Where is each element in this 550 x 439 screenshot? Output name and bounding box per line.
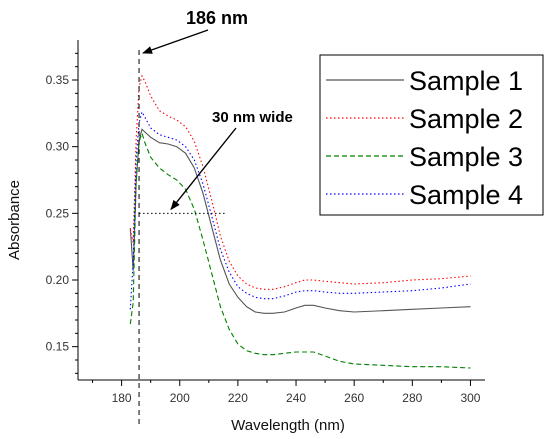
x-axis: 180 200 220 240 260 280 300 <box>92 380 481 405</box>
legend-label-sample-2: Sample 2 <box>409 104 523 134</box>
y-tick-label: 0.25 <box>46 206 70 220</box>
legend-label-sample-1: Sample 1 <box>409 66 523 96</box>
x-tick-label: 220 <box>228 391 248 405</box>
series-layer <box>129 74 471 369</box>
x-tick-label: 300 <box>460 391 480 405</box>
y-tick-label: 0.20 <box>46 273 70 287</box>
x-tick-label: 280 <box>402 391 422 405</box>
plot-frame <box>77 40 485 381</box>
series-line-sample-3 <box>129 131 471 369</box>
legend-label-sample-4: Sample 4 <box>409 180 523 210</box>
series-line-sample-1 <box>129 128 471 314</box>
peak-annotation-arrow <box>142 29 209 54</box>
x-axis-title: Wavelength (nm) <box>231 417 345 434</box>
x-tick-label: 180 <box>112 391 132 405</box>
x-tick-label: 200 <box>170 391 190 405</box>
y-tick-label: 0.15 <box>46 340 70 354</box>
width-annotation-label: 30 nm wide <box>212 109 293 126</box>
width-annotation-arrow <box>170 127 237 211</box>
y-tick-label: 0.35 <box>46 73 70 87</box>
peak-annotation-label: 186 nm <box>186 8 248 28</box>
annotation-layer: 186 nm 30 nm wide <box>138 8 293 428</box>
legend: Sample 1 Sample 2 Sample 3 Sample 4 <box>319 54 544 216</box>
x-tick-label: 240 <box>286 391 306 405</box>
legend-label-sample-3: Sample 3 <box>409 142 523 172</box>
x-tick-label: 260 <box>344 391 364 405</box>
y-axis-title: Absorbance <box>6 180 23 260</box>
series-line-sample-2 <box>129 74 471 290</box>
y-axis: 0.15 0.20 0.25 0.30 0.35 <box>46 52 78 374</box>
y-tick-label: 0.30 <box>46 140 70 154</box>
legend-box <box>319 54 544 216</box>
